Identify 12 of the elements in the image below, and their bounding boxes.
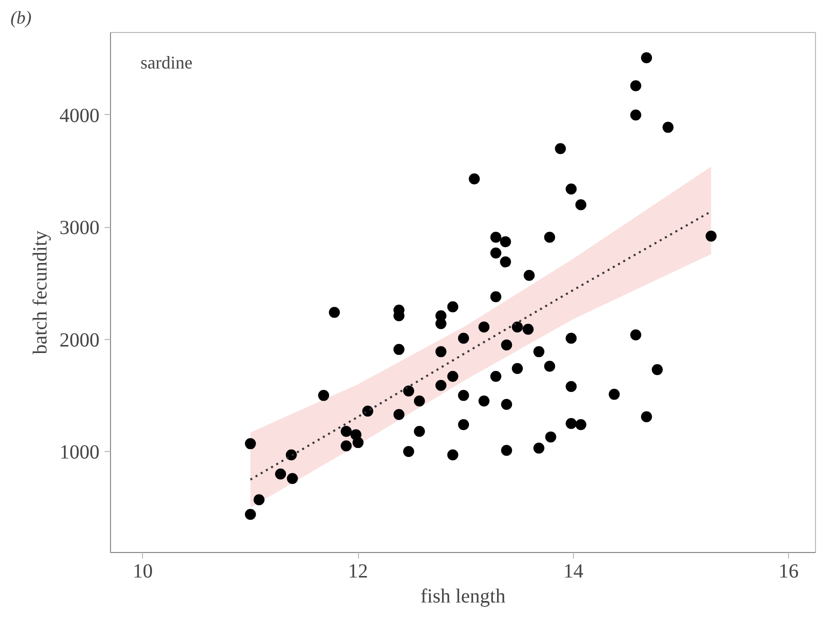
x-tick-label: 12 <box>348 560 368 582</box>
y-tick-label: 2000 <box>60 329 100 352</box>
annotation: sardine <box>140 52 192 72</box>
y-axis-title: batch fecundity <box>30 230 52 354</box>
x-tick-label: 14 <box>563 560 584 582</box>
x-tick-label: 10 <box>132 560 153 582</box>
chart-title: (b) <box>10 8 32 28</box>
y-tick-label: 1000 <box>60 442 100 464</box>
x-tick-label: 16 <box>778 560 799 582</box>
y-tick-label: 4000 <box>60 104 100 127</box>
x-axis-title: fish length <box>420 586 506 608</box>
y-tick-label: 3000 <box>60 217 100 240</box>
